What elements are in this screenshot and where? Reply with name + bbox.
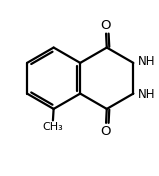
Text: O: O [100, 19, 111, 32]
Text: NH: NH [138, 89, 155, 102]
Text: O: O [100, 125, 111, 138]
Text: NH: NH [138, 55, 155, 68]
Text: CH₃: CH₃ [43, 122, 63, 132]
